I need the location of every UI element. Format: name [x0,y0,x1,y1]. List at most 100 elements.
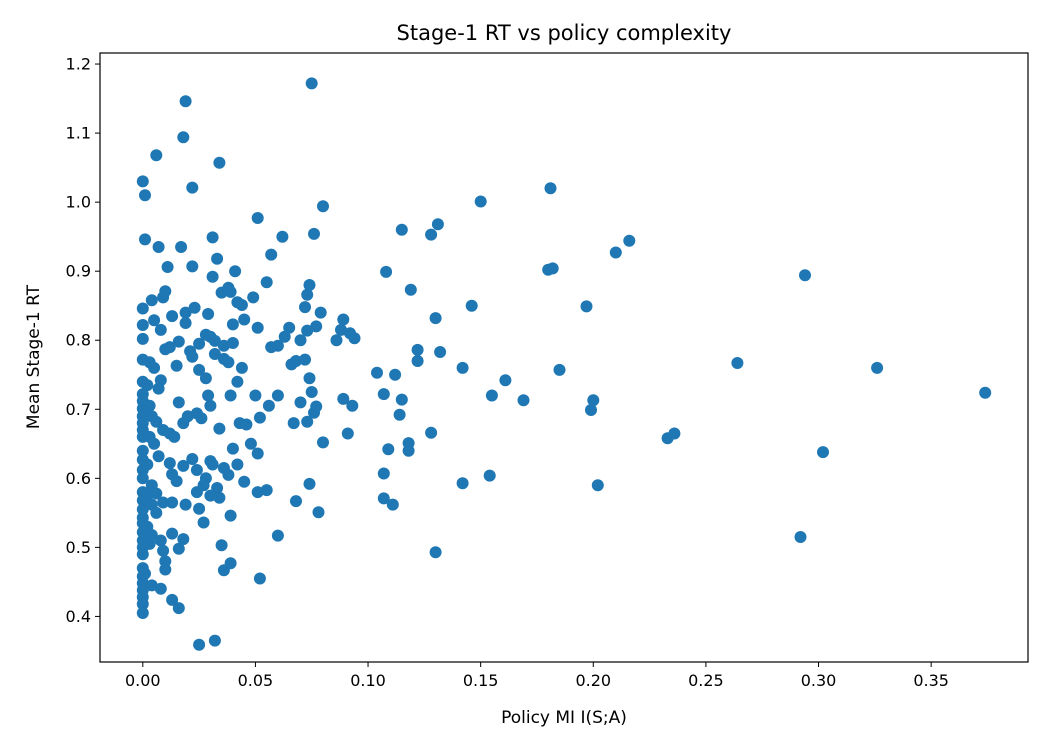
data-point [305,77,318,90]
data-point [186,181,199,194]
data-point [271,529,284,542]
data-point [161,261,174,273]
data-point [265,248,278,261]
data-point [290,355,302,367]
data-point [244,437,257,450]
data-point [136,472,149,485]
chart-title: Stage-1 RT vs policy complexity [397,21,732,45]
data-point [154,582,167,595]
data-point [172,396,185,409]
data-point [193,502,206,515]
data-point [290,495,302,508]
data-point [166,496,179,509]
data-point [341,427,354,440]
data-point [136,607,149,619]
data-point [136,548,149,561]
data-point [238,313,251,326]
data-point [317,436,329,449]
data-point [305,386,318,398]
data-point [591,479,604,492]
data-point [310,320,323,333]
data-point [145,579,158,592]
data-point [159,563,172,576]
data-point [150,415,163,428]
data-point [301,324,314,337]
data-point [278,330,291,343]
x-tick-label: 0.20 [575,671,611,690]
data-point [213,422,226,435]
data-point [434,346,447,358]
data-point [485,389,498,402]
data-point [231,375,244,388]
data-point [204,399,217,412]
data-point [202,308,215,320]
data-point [335,323,347,336]
data-point [152,450,165,463]
data-point [168,430,181,443]
data-point [553,363,566,376]
data-point [330,334,343,347]
data-point [206,458,219,471]
data-point [186,453,199,465]
x-tick-label: 0.35 [913,671,949,690]
data-point [260,276,273,289]
data-point [271,339,284,352]
data-point [150,506,163,519]
data-point [301,288,314,301]
data-point [190,464,203,476]
data-point [456,361,469,374]
data-point [188,301,201,314]
data-point [150,487,163,500]
data-point [179,317,192,329]
data-point [425,228,438,241]
data-point [170,475,183,488]
data-point [166,527,179,540]
data-point [283,321,296,334]
data-point [240,418,253,431]
data-point [337,313,350,326]
data-point [585,404,597,416]
data-point [148,361,161,374]
data-point [177,459,190,472]
data-point [224,285,237,298]
data-point [213,491,226,504]
y-axis-label: Mean Stage-1 RT [24,284,44,429]
data-point [148,437,161,450]
data-point [172,335,185,348]
data-point [136,598,149,610]
data-point [425,426,438,439]
data-point [251,212,264,224]
data-point [136,175,149,188]
data-point [979,386,992,399]
y-tick-label: 1.1 [66,124,91,143]
data-point [251,447,264,460]
plot-area-frame [99,52,1029,663]
data-point [139,567,151,580]
data-point [148,314,161,327]
data-point [179,306,192,319]
y-tick-label: 1.2 [66,55,91,74]
data-point [287,417,300,430]
data-point [817,446,829,459]
data-point [271,389,284,402]
data-point [262,399,275,412]
data-point [172,602,185,615]
data-point [337,392,350,405]
data-point [668,427,681,440]
data-point [483,469,496,482]
data-point [154,534,167,547]
y-tick-label: 0.4 [66,607,91,626]
data-point [202,389,215,402]
data-point [393,408,406,421]
data-point [731,357,744,369]
data-point [499,374,512,387]
data-point [456,477,469,490]
data-point [181,410,194,423]
data-point [229,265,242,278]
data-point [206,231,219,244]
data-point [204,489,217,502]
data-point [217,352,230,365]
y-tick-label: 0.8 [66,331,91,350]
data-point [211,252,224,265]
